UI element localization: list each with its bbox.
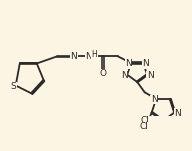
Text: Cl: Cl	[140, 122, 149, 132]
Text: Cl: Cl	[140, 116, 149, 125]
Text: N: N	[142, 59, 149, 68]
Text: N: N	[125, 59, 132, 68]
Text: N: N	[70, 52, 77, 61]
Text: H: H	[92, 50, 98, 59]
Text: N: N	[151, 95, 157, 104]
Text: N: N	[174, 109, 181, 118]
Text: N: N	[147, 71, 154, 80]
Text: N: N	[121, 71, 128, 80]
Text: N: N	[85, 52, 92, 61]
Text: S: S	[11, 82, 17, 91]
Text: O: O	[99, 69, 107, 78]
